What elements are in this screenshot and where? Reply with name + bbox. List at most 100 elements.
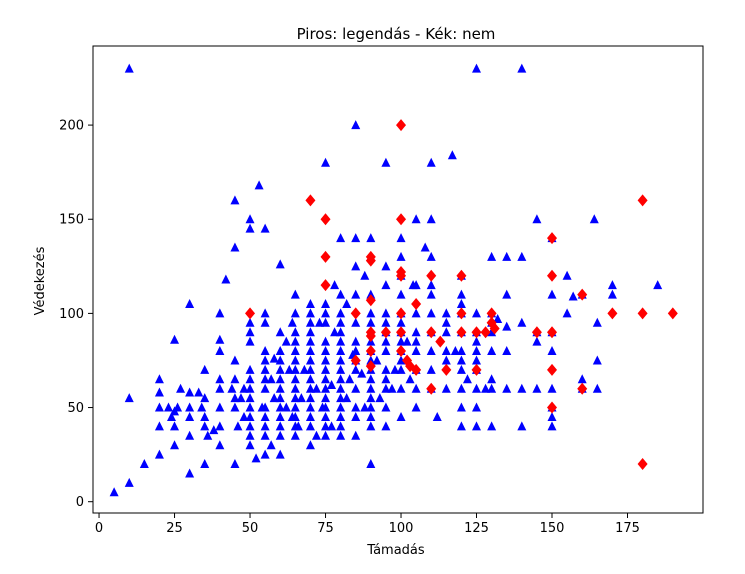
blue-triangle-point: [517, 317, 527, 327]
blue-triangle-point: [493, 314, 503, 324]
blue-triangle-point: [426, 251, 436, 261]
red-diamond-point: [305, 194, 316, 207]
blue-triangle-point: [245, 440, 255, 450]
blue-triangle-point: [305, 421, 315, 431]
blue-triangle-point: [336, 308, 346, 318]
red-diamond-point: [396, 269, 407, 282]
blue-triangle-point: [366, 289, 376, 299]
blue-triangle-point: [336, 383, 346, 393]
blue-triangle-point: [487, 374, 497, 384]
blue-triangle-point: [290, 364, 300, 374]
blue-triangle-point: [185, 387, 195, 397]
red-diamond-point: [411, 297, 422, 310]
blue-triangle-point: [230, 242, 240, 252]
red-diamond-point: [426, 269, 437, 282]
blue-triangle-point: [275, 374, 285, 384]
blue-triangle-point: [230, 402, 240, 412]
blue-triangle-point: [293, 421, 303, 431]
blue-triangle-point: [351, 317, 361, 327]
blue-triangle-point: [299, 364, 309, 374]
blue-triangle-point: [239, 383, 249, 393]
blue-triangle-point: [472, 346, 482, 356]
blue-triangle-point: [269, 353, 279, 363]
blue-triangle-point: [260, 374, 270, 384]
blue-triangle-point: [275, 421, 285, 431]
red-diamond-point: [489, 322, 500, 335]
blue-triangle-point: [336, 411, 346, 421]
blue-triangle-point: [336, 233, 346, 243]
blue-triangle-point: [245, 317, 255, 327]
blue-triangle-point: [215, 374, 225, 384]
blue-triangle-point: [296, 393, 306, 403]
blue-triangle-point: [311, 383, 321, 393]
blue-triangle-point: [305, 317, 315, 327]
blue-triangle-point: [245, 336, 255, 346]
blue-triangle-point: [357, 368, 367, 378]
blue-triangle-point: [185, 402, 195, 412]
blue-triangle-point: [351, 233, 361, 243]
red-diamond-point: [365, 254, 376, 267]
red-diamond-point: [531, 326, 542, 339]
blue-triangle-point: [314, 317, 324, 327]
blue-triangle-point: [281, 336, 291, 346]
blue-triangle-point: [441, 317, 451, 327]
blue-triangle-point: [532, 336, 542, 346]
blue-triangle-point: [592, 383, 602, 393]
blue-triangle-point: [547, 421, 557, 431]
red-diamond-point: [486, 307, 497, 320]
blue-triangle-point: [366, 308, 376, 318]
blue-triangle-point: [239, 411, 249, 421]
blue-triangle-point: [275, 327, 285, 337]
blue-triangle-point: [321, 374, 331, 384]
red-diamond-point: [480, 326, 491, 339]
blue-triangle-point: [327, 379, 337, 389]
red-diamond-point: [396, 307, 407, 320]
blue-triangle-point: [154, 421, 164, 431]
blue-triangle-point: [321, 421, 331, 431]
red-diamond-point: [637, 458, 648, 471]
blue-triangle-point: [411, 214, 421, 224]
blue-triangle-point: [260, 411, 270, 421]
red-diamond-point: [577, 382, 588, 395]
x-axis-ticks: 0 25 50 75 100 125 150 175: [95, 513, 640, 536]
blue-triangle-point: [562, 308, 572, 318]
blue-triangle-point: [260, 317, 270, 327]
blue-triangle-point: [411, 308, 421, 318]
blue-triangle-point: [381, 261, 391, 271]
blue-triangle-point: [396, 233, 406, 243]
blue-triangle-point: [173, 402, 183, 412]
blue-triangle-point: [396, 317, 406, 327]
blue-triangle-point: [336, 393, 346, 403]
blue-triangle-point: [547, 346, 557, 356]
blue-triangle-point: [154, 387, 164, 397]
blue-triangle-point: [245, 374, 255, 384]
blue-triangle-point: [472, 355, 482, 365]
red-diamond-point: [456, 307, 467, 320]
red-diamond-point: [350, 354, 361, 367]
blue-triangle-point: [290, 374, 300, 384]
blue-triangle-point: [221, 274, 231, 284]
red-diamond-point: [320, 250, 331, 263]
blue-triangle-point: [330, 327, 340, 337]
red-diamond-point: [320, 213, 331, 226]
red-diamond-point: [411, 363, 422, 376]
blue-triangle-point: [290, 346, 300, 356]
blue-triangle-point: [321, 317, 331, 327]
blue-triangle-point: [245, 430, 255, 440]
blue-triangle-point: [517, 383, 527, 393]
blue-triangle-point: [124, 393, 134, 403]
blue-triangle-point: [351, 289, 361, 299]
red-diamond-point: [350, 307, 361, 320]
blue-triangle-point: [366, 355, 376, 365]
blue-triangle-point: [275, 383, 285, 393]
red-diamond-point: [365, 345, 376, 358]
blue-triangle-point: [245, 223, 255, 233]
blue-triangle-point: [203, 430, 213, 440]
blue-triangle-point: [275, 259, 285, 269]
blue-triangle-point: [336, 374, 346, 384]
blue-triangle-point: [336, 346, 346, 356]
blue-triangle-point: [260, 223, 270, 233]
blue-triangle-point: [305, 346, 315, 356]
blue-triangle-point: [185, 430, 195, 440]
red-diamond-point: [396, 119, 407, 132]
